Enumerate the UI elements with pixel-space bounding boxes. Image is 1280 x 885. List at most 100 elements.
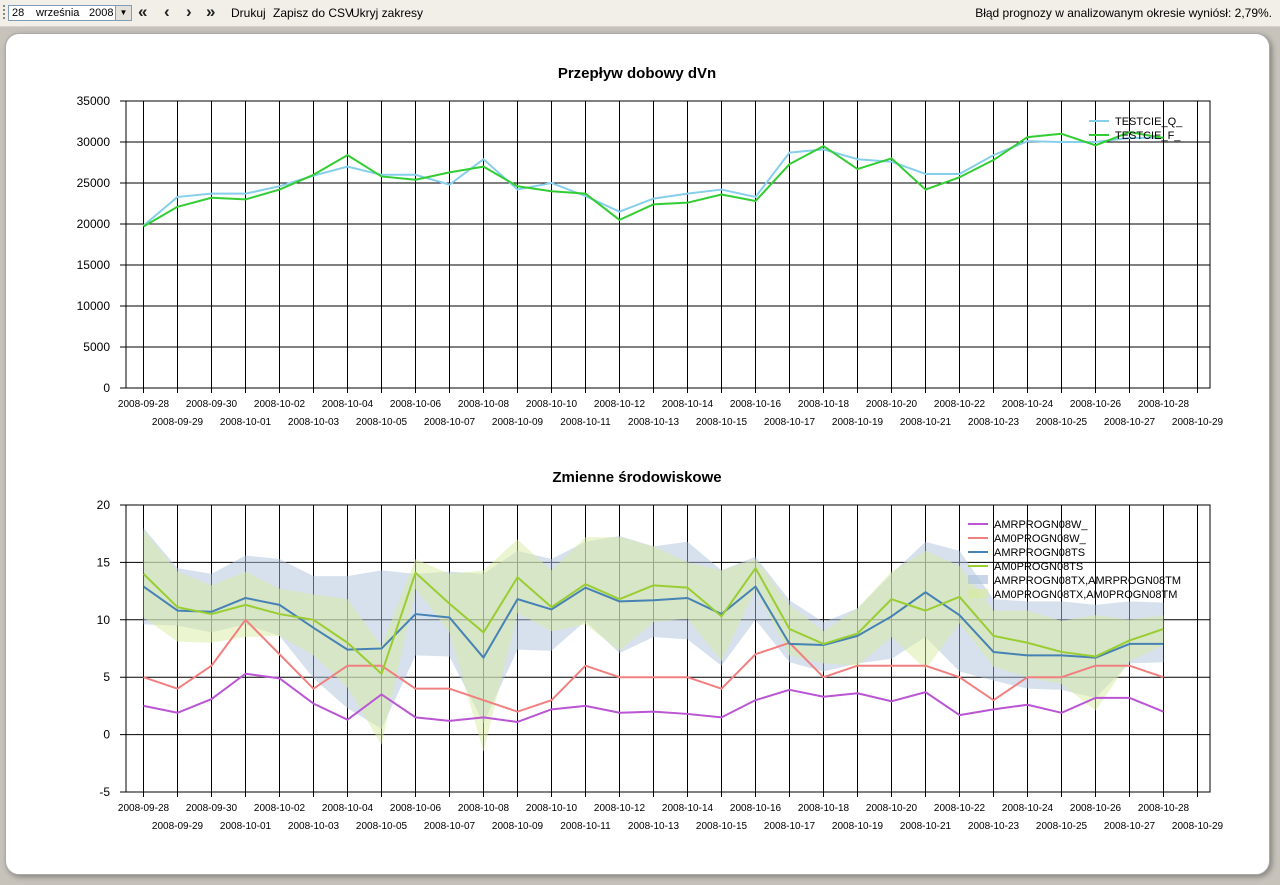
chart1-xtick-label: 2008-10-06 (390, 399, 442, 410)
chart2-xtick-label: 2008-10-22 (934, 803, 986, 814)
chart1-plot: 0 5000 10000 15000 20000 25000 30000 35000 2008-… (77, 94, 1224, 428)
prev-page-button[interactable]: ‹ (164, 2, 170, 21)
band-area (143, 530, 1164, 752)
chart2-xtick-label: 2008-10-25 (1036, 821, 1088, 832)
chart2-xtick-label: 2008-10-08 (458, 803, 510, 814)
series-line (143, 672, 1164, 723)
legend-label: AMRPROGN08TS (994, 547, 1085, 559)
chart1-xtick-label: 2008-10-01 (220, 417, 272, 428)
chart2-xtick-label: 2008-10-06 (390, 803, 442, 814)
chart2-xtick-label: 2008-10-15 (696, 821, 748, 832)
chart1-xtick-label: 2008-10-11 (560, 417, 611, 428)
chart1-xtick-label: 2008-10-02 (254, 399, 306, 410)
chart1-xtick-label: 2008-10-24 (1002, 399, 1054, 410)
toolbar: 28 września 2008 ▼ « ‹ › » Drukuj Zapisz… (0, 0, 1280, 27)
save-csv-button[interactable]: Zapisz do CSV (273, 6, 354, 20)
chart2-xtick-label: 2008-09-29 (152, 821, 204, 832)
chart2-ytick-label: -5 (99, 785, 110, 799)
chart2-xtick-label: 2008-10-23 (968, 821, 1020, 832)
chart1-xtick-label: 2008-10-14 (662, 399, 714, 410)
legend-label: AM0PROGN08W_ (994, 533, 1087, 545)
chart2-ytick-label: 20 (97, 498, 111, 512)
chart1-xtick-label: 2008-10-28 (1138, 399, 1190, 410)
chart1-xtick-label: 2008-10-27 (1104, 417, 1156, 428)
chart1-ytick-label: 20000 (77, 217, 111, 231)
chart1-ytick-label: 0 (103, 381, 110, 395)
date-picker[interactable]: 28 września 2008 ▼ (8, 5, 132, 21)
chart2-xtick-label: 2008-10-05 (356, 821, 408, 832)
chart1-ytick-label: 25000 (77, 176, 111, 190)
series-line (142, 567, 1164, 675)
chart1-xtick-label: 2008-09-30 (186, 399, 238, 410)
chart2-xtick-label: 2008-10-03 (288, 821, 340, 832)
chart1-xtick-label: 2008-10-05 (356, 417, 408, 428)
chevron-down-icon[interactable]: ▼ (115, 6, 131, 20)
chart2-xtick-label: 2008-10-07 (424, 821, 476, 832)
chart1-xtick-label: 2008-09-28 (118, 399, 170, 410)
chart1-xtick-label: 2008-10-12 (594, 399, 646, 410)
legend-label: TESTCIE_Q_ (1115, 116, 1183, 128)
legend-label: AMRPROGN08TX,AMRPROGN08TM (994, 575, 1181, 587)
chart1-xtick-label: 2008-10-21 (900, 417, 952, 428)
chart2-xtick-label: 2008-10-10 (526, 803, 578, 814)
chart2-xtick-label: 2008-10-18 (798, 803, 850, 814)
date-day: 28 (12, 7, 25, 19)
first-page-button[interactable]: « (138, 2, 148, 21)
chart2-xtick-label: 2008-09-28 (118, 803, 170, 814)
chart1-xtick-label: 2008-10-09 (492, 417, 544, 428)
chart1-xtick-label: 2008-10-18 (798, 399, 850, 410)
chart1-ytick-label: 15000 (77, 258, 111, 272)
chart2-xtick-label: 2008-10-26 (1070, 803, 1122, 814)
chart2-xtick-label: 2008-10-02 (254, 803, 306, 814)
chart2-ytick-label: 0 (103, 728, 110, 742)
chart1-xtick-label: 2008-10-07 (424, 417, 476, 428)
chart1-ytick-label: 10000 (77, 299, 111, 313)
chart2-ytick-label: 5 (103, 670, 110, 684)
legend-label: TESTCIE_F_ (1115, 130, 1181, 142)
chart1-xtick-label: 2008-10-16 (730, 399, 782, 410)
chart1-xtick-label: 2008-10-19 (832, 417, 884, 428)
chart1-frame (125, 100, 1211, 389)
series-line (143, 618, 1164, 713)
chart2-xtick-label: 2008-10-17 (764, 821, 816, 832)
legend-swatch (968, 575, 988, 584)
print-button[interactable]: Drukuj (231, 6, 266, 20)
chart2-ytick-label: 10 (97, 613, 111, 627)
chart1-ytick-label: 5000 (83, 340, 110, 354)
chart1-xtick-label: 2008-09-29 (152, 417, 204, 428)
series-line (142, 131, 1164, 228)
chart1-xtick-label: 2008-10-03 (288, 417, 340, 428)
chart2-xtick-label: 2008-10-11 (560, 821, 611, 832)
chart1-xtick-label: 2008-10-25 (1036, 417, 1088, 428)
chart1-xtick-label: 2008-10-20 (866, 399, 918, 410)
chart2-xtick-label: 2008-10-13 (628, 821, 680, 832)
chart1-xtick-label: 2008-10-29 (1172, 417, 1224, 428)
chart1-xtick-label: 2008-10-10 (526, 399, 578, 410)
legend-swatch (968, 589, 988, 598)
chart1-xtick-label: 2008-10-17 (764, 417, 816, 428)
next-page-button[interactable]: › (186, 2, 192, 21)
chart1-xtick-label: 2008-10-26 (1070, 399, 1122, 410)
chart2-xtick-label: 2008-10-01 (220, 821, 272, 832)
chart2-xtick-label: 2008-10-12 (594, 803, 646, 814)
chart1-ytick-label: 35000 (77, 94, 111, 108)
date-year: 2008 (89, 7, 114, 19)
chart2-xtick-label: 2008-10-21 (900, 821, 952, 832)
chart1-xtick-label: 2008-10-15 (696, 417, 748, 428)
legend-label: AMRPROGN08W_ (994, 519, 1088, 531)
chart2-xtick-label: 2008-10-29 (1172, 821, 1224, 832)
chart2-xtick-label: 2008-09-30 (186, 803, 238, 814)
chart2-ytick-label: 15 (97, 555, 111, 569)
chart2-xtick-label: 2008-10-04 (322, 803, 374, 814)
chart2-xtick-label: 2008-10-14 (662, 803, 714, 814)
hide-ranges-button[interactable]: Ukryj zakresy (351, 6, 424, 20)
chart1-ytick-label: 30000 (77, 135, 111, 149)
forecast-error-status: Błąd prognozy w analizowanym okresie wyn… (975, 6, 1272, 20)
chart1-title: Przepływ dobowy dVn (558, 65, 716, 82)
chart2-xtick-label: 2008-10-16 (730, 803, 782, 814)
toolbar-grip[interactable] (3, 5, 5, 21)
chart1-xtick-label: 2008-10-23 (968, 417, 1020, 428)
date-month: września (36, 7, 80, 19)
last-page-button[interactable]: » (206, 2, 216, 21)
